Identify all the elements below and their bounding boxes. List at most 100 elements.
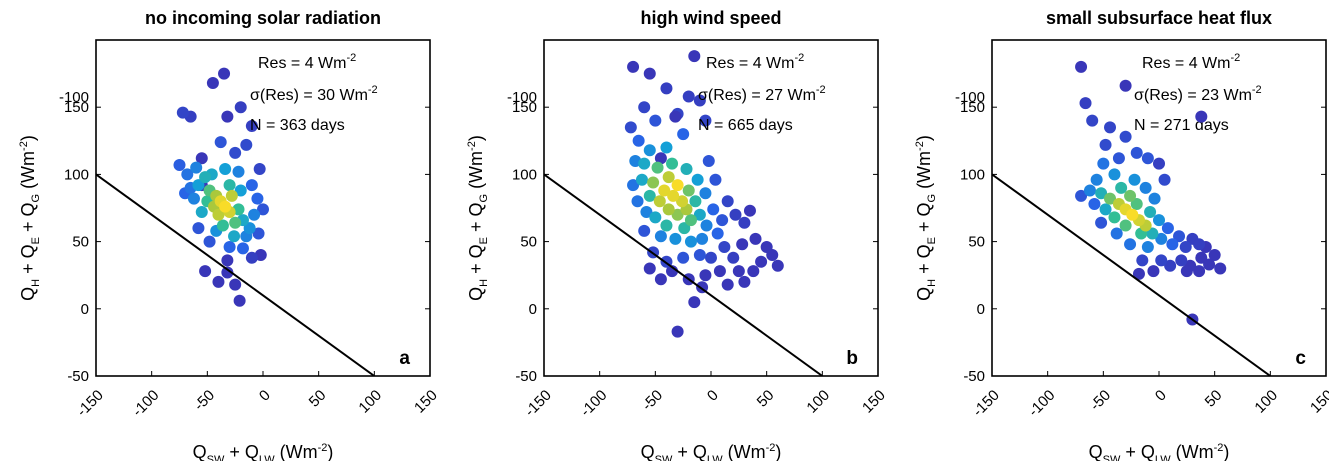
x-tick-label: 150 — [411, 387, 441, 417]
data-point — [635, 173, 648, 186]
data-point — [1141, 240, 1154, 253]
data-point — [732, 265, 745, 278]
data-point — [1158, 173, 1171, 186]
data-point — [252, 227, 265, 240]
data-point — [245, 120, 258, 133]
data-point — [671, 208, 684, 221]
y-axis-label: QH + QE + QG (Wm-2) — [466, 135, 490, 301]
data-point — [691, 173, 704, 186]
panel-a: no incoming solar radiation-50050100150-… — [18, 8, 441, 461]
data-point — [711, 227, 724, 240]
data-point — [236, 242, 249, 255]
data-point — [214, 136, 227, 149]
data-point — [736, 238, 749, 251]
data-point — [1088, 197, 1101, 210]
data-point — [1099, 138, 1112, 151]
data-point — [660, 82, 673, 95]
data-point — [666, 157, 679, 170]
data-point — [1179, 240, 1192, 253]
data-point — [223, 240, 236, 253]
data-point — [173, 158, 186, 171]
annotation-n: N = 271 days — [1134, 117, 1229, 134]
y-tick-label: 150 — [64, 99, 89, 116]
data-point — [1153, 157, 1165, 170]
y-tick-label: 100 — [512, 166, 537, 183]
data-point — [257, 203, 269, 216]
data-point — [234, 184, 247, 197]
data-point — [1161, 222, 1174, 235]
data-point — [1164, 259, 1177, 272]
data-point — [1128, 173, 1141, 186]
annotation-sigma: σ(Res) = 27 Wm-2 — [698, 84, 826, 104]
data-point — [234, 101, 247, 114]
data-point — [1148, 192, 1161, 205]
data-point — [245, 251, 258, 264]
data-point — [1083, 184, 1096, 197]
data-point — [1153, 214, 1165, 227]
x-tick-label: 0 — [704, 387, 722, 405]
data-point — [669, 232, 682, 245]
data-point — [738, 275, 751, 288]
panel-letter: c — [1295, 348, 1306, 369]
data-point — [671, 179, 684, 192]
data-point — [1124, 189, 1137, 202]
data-point — [749, 232, 762, 245]
x-tick-label: -150 — [74, 387, 107, 420]
data-point — [667, 189, 680, 202]
data-point — [651, 161, 664, 174]
data-point — [240, 138, 253, 151]
data-point — [1139, 181, 1152, 194]
data-point — [682, 90, 695, 103]
data-point — [199, 171, 212, 184]
data-point — [729, 208, 742, 221]
x-axis-label: QSW + QLW (Wm-2) — [193, 442, 334, 461]
data-point — [1090, 173, 1103, 186]
x-tick-label: -150 — [522, 387, 555, 420]
data-point — [216, 219, 229, 232]
y-tick-label: -50 — [963, 368, 985, 385]
data-point — [1075, 60, 1088, 73]
annotation-sigma: σ(Res) = 30 Wm-2 — [250, 84, 378, 104]
data-point — [771, 259, 784, 272]
annotation-res: Res = 4 Wm-2 — [706, 52, 804, 72]
data-point — [1079, 97, 1092, 110]
y-tick-label: 50 — [520, 234, 537, 251]
panel-c: small subsurface heat flux-50050100150-1… — [914, 8, 1329, 461]
data-point — [624, 121, 637, 134]
data-point — [660, 219, 673, 232]
x-tick-label: -50 — [1087, 387, 1114, 414]
data-point — [195, 206, 208, 219]
data-point — [660, 141, 673, 154]
x-tick-label: 50 — [306, 387, 330, 411]
y-tick-label: -50 — [515, 368, 537, 385]
legend-marker — [669, 110, 682, 123]
x-tick-label: 100 — [1251, 387, 1281, 417]
x-tick-label: 50 — [1202, 387, 1226, 411]
data-point — [647, 176, 660, 189]
data-point — [195, 152, 208, 165]
data-point — [1130, 197, 1143, 210]
data-point — [677, 128, 690, 141]
data-point — [223, 179, 236, 192]
data-point — [643, 189, 656, 202]
x-tick-label: 0 — [1152, 387, 1170, 405]
data-point — [1203, 258, 1216, 271]
data-point — [678, 222, 691, 235]
y-axis-label: QH + QE + QG (Wm-2) — [914, 135, 938, 301]
data-point — [699, 114, 712, 127]
data-point — [229, 278, 242, 291]
data-point — [1104, 192, 1117, 205]
data-point — [1166, 238, 1179, 251]
data-point — [206, 77, 219, 90]
data-point — [1126, 208, 1139, 221]
data-point — [1097, 157, 1110, 170]
data-point — [1193, 238, 1206, 251]
y-tick-label: 50 — [968, 234, 985, 251]
annotation-n: N = 363 days — [250, 117, 345, 134]
data-point — [654, 152, 667, 165]
data-point — [203, 235, 216, 248]
data-point — [700, 219, 713, 232]
data-point — [253, 163, 266, 176]
data-point — [684, 235, 697, 248]
